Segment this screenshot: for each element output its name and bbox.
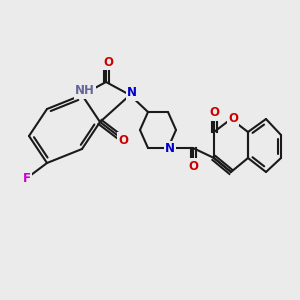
- Text: O: O: [188, 160, 198, 172]
- Text: O: O: [103, 56, 113, 68]
- Text: O: O: [228, 112, 238, 124]
- Text: F: F: [23, 172, 31, 184]
- Text: O: O: [209, 106, 219, 119]
- Text: N: N: [127, 86, 137, 100]
- Text: N: N: [165, 142, 175, 155]
- Text: O: O: [118, 134, 128, 146]
- Text: NH: NH: [75, 85, 95, 98]
